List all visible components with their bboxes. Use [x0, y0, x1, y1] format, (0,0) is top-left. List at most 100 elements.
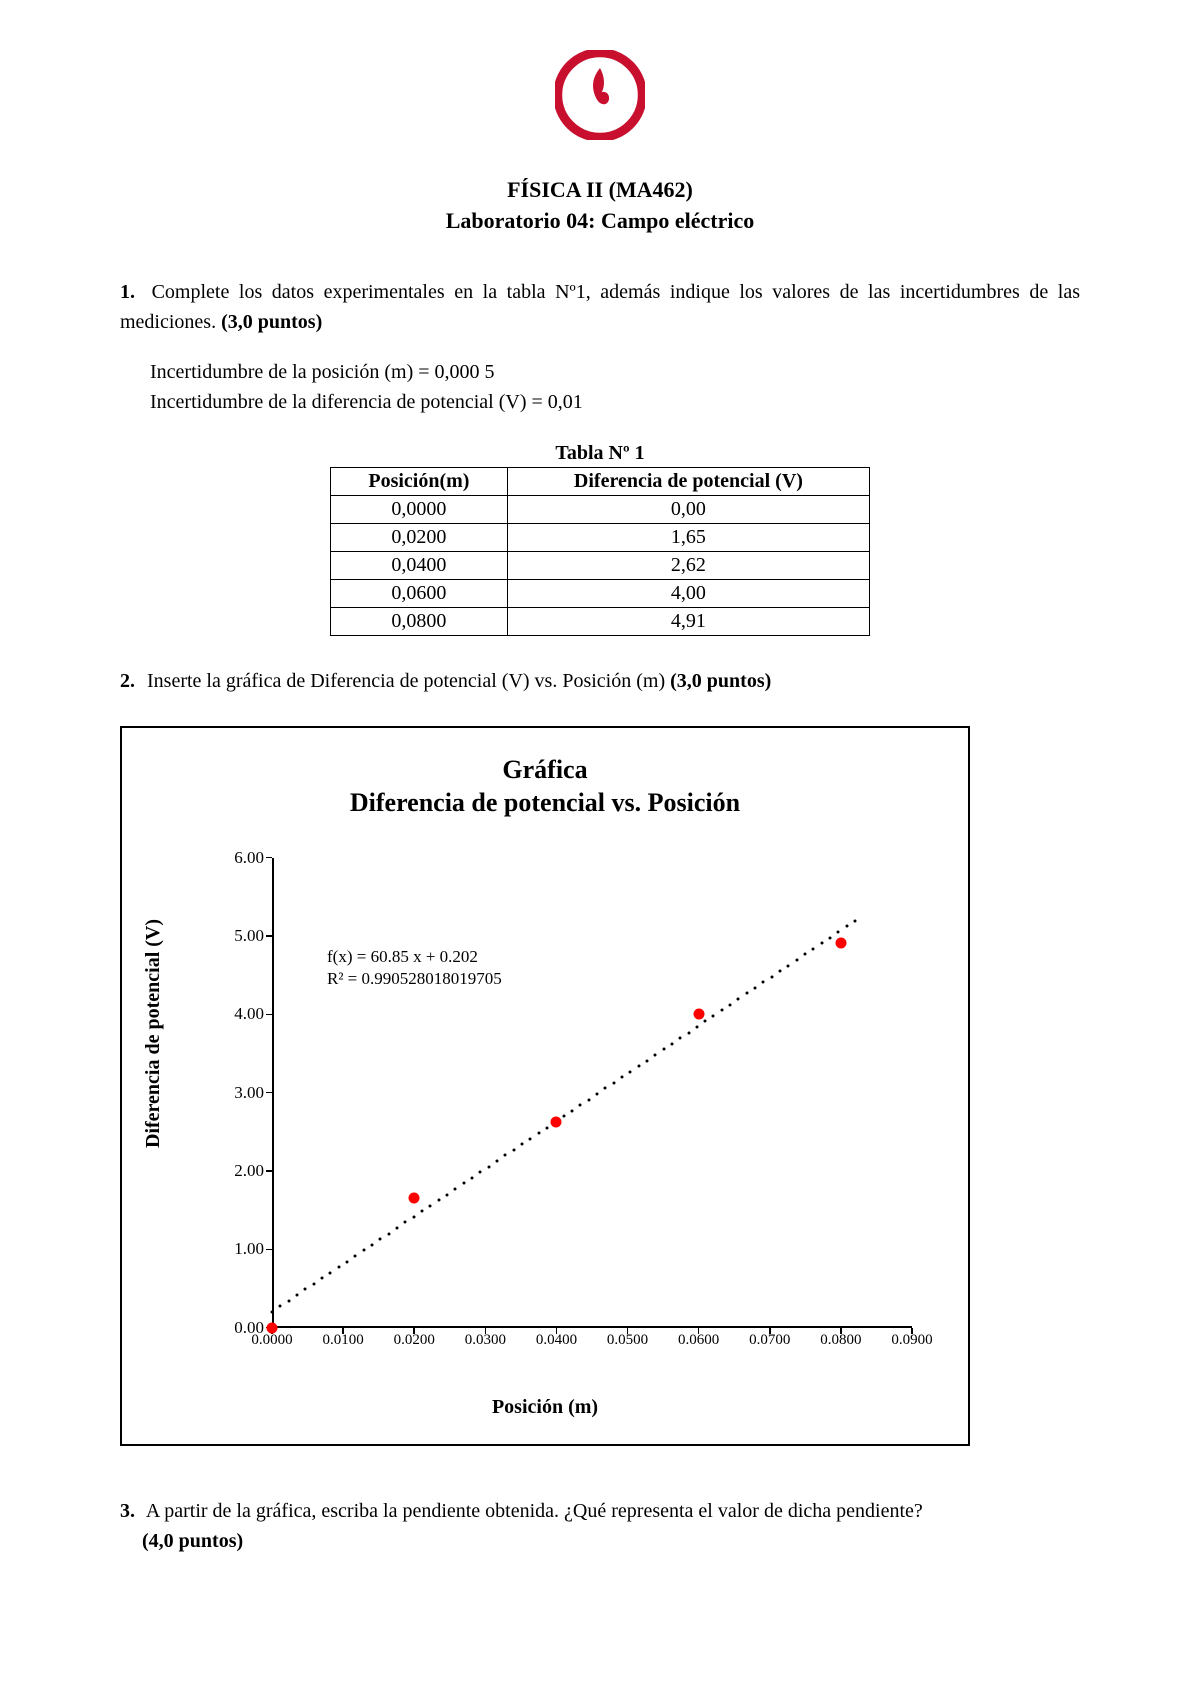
plot-area: f(x) = 60.85 x + 0.202 R² = 0.9905280180… [272, 858, 912, 1328]
y-tick-mark [266, 857, 272, 859]
trendline-dot [379, 1238, 382, 1241]
trendline-dot [812, 947, 815, 950]
col-header-position: Posición(m) [331, 467, 508, 495]
trendline-dot [345, 1260, 348, 1263]
uncertainty-potential: Incertidumbre de la diferencia de potenc… [150, 387, 1080, 417]
data-table: Posición(m) Diferencia de potencial (V) … [330, 467, 870, 636]
question-1: 1. Complete los datos experimentales en … [120, 277, 1080, 337]
trendline-dot [304, 1288, 307, 1291]
y-tick-mark [266, 935, 272, 937]
table-body: 0,00000,000,02001,650,04002,620,06004,00… [331, 495, 870, 635]
table-row: 0,00000,00 [331, 495, 870, 523]
q1-number: 1. [120, 277, 142, 307]
x-tick-mark [627, 1328, 629, 1334]
data-point [693, 1009, 704, 1020]
q3-number: 3. [120, 1496, 142, 1526]
trendline-dot [512, 1148, 515, 1151]
trendline-dot [570, 1109, 573, 1112]
trendline-dot [754, 986, 757, 989]
table-cell: 4,91 [507, 607, 869, 635]
table-cell: 0,00 [507, 495, 869, 523]
trendline-dot [712, 1014, 715, 1017]
q2-text: Inserte la gráfica de Diferencia de pote… [147, 670, 670, 692]
y-tick-mark [266, 1014, 272, 1016]
header-line1: FÍSICA II (MA462) [120, 175, 1080, 206]
trendline-dot [629, 1070, 632, 1073]
trendline-dot [845, 925, 848, 928]
chart-title: Gráfica Diferencia de potencial vs. Posi… [122, 728, 968, 821]
logo-container [120, 40, 1080, 175]
trendline-dot [454, 1187, 457, 1190]
uncertainty-position: Incertidumbre de la posición (m) = 0,000… [150, 357, 1080, 387]
x-tick-mark [698, 1328, 700, 1334]
data-point [267, 1322, 278, 1333]
x-axis-line [272, 1326, 912, 1328]
trendline-dot [795, 958, 798, 961]
trendline-dot [370, 1243, 373, 1246]
x-tick-mark [840, 1328, 842, 1334]
table-row: 0,02001,65 [331, 523, 870, 551]
trendline-dot [770, 975, 773, 978]
trendline-dot [537, 1132, 540, 1135]
trendline-dot [579, 1104, 582, 1107]
trendline-dot [271, 1310, 274, 1313]
trendline-dot [670, 1042, 673, 1045]
table-caption: Tabla Nº 1 [330, 442, 870, 465]
trendline-dot [620, 1076, 623, 1079]
trendline-dot [387, 1232, 390, 1235]
trendline-dot [662, 1048, 665, 1051]
data-point [409, 1193, 420, 1204]
col-header-potential: Diferencia de potencial (V) [507, 467, 869, 495]
trendline-dot [404, 1221, 407, 1224]
fit-equation: f(x) = 60.85 x + 0.202 [327, 946, 502, 968]
trendline-dot [520, 1143, 523, 1146]
trendline-dot [837, 931, 840, 934]
trendline-dot [437, 1199, 440, 1202]
table-cell: 0,0200 [331, 523, 508, 551]
q2-points: (3,0 puntos) [670, 670, 771, 692]
trendline-dot [720, 1009, 723, 1012]
y-axis-line [272, 858, 274, 1328]
x-tick-mark [413, 1328, 415, 1334]
trendline-dot [429, 1204, 432, 1207]
trendline-dot [504, 1154, 507, 1157]
header-line2: Laboratorio 04: Campo eléctrico [120, 206, 1080, 237]
document-page: FÍSICA II (MA462) Laboratorio 04: Campo … [0, 0, 1200, 1656]
trendline-dot [804, 953, 807, 956]
x-tick-mark [769, 1328, 771, 1334]
trendline-dot [595, 1093, 598, 1096]
y-axis-label: Diferencia de potencial (V) [142, 919, 165, 1148]
q3-text: A partir de la gráfica, escriba la pendi… [146, 1500, 923, 1522]
trendline-dot [329, 1271, 332, 1274]
table-cell: 0,0400 [331, 551, 508, 579]
trendline-dot [654, 1053, 657, 1056]
trendline-dot [745, 992, 748, 995]
trendline-dot [337, 1266, 340, 1269]
trendline-dot [529, 1137, 532, 1140]
y-tick-mark [266, 1170, 272, 1172]
trendline-dot [487, 1165, 490, 1168]
trendline-dot [645, 1059, 648, 1062]
upc-logo-icon [555, 50, 645, 145]
trendline-dot [545, 1126, 548, 1129]
q3-points: (4,0 puntos) [142, 1530, 243, 1552]
trendline-dot [729, 1003, 732, 1006]
trendline-dot [412, 1215, 415, 1218]
data-point [551, 1117, 562, 1128]
trendline-dot [420, 1210, 423, 1213]
chart-title-line1: Gráfica [122, 753, 968, 787]
trendline-dot [779, 970, 782, 973]
table-1-container: Tabla Nº 1 Posición(m) Diferencia de pot… [330, 442, 870, 636]
data-point [835, 937, 846, 948]
trendline-dot [295, 1294, 298, 1297]
x-axis-label: Posición (m) [122, 1396, 968, 1419]
question-3: 3. A partir de la gráfica, escriba la pe… [120, 1496, 1080, 1556]
uncertainty-block: Incertidumbre de la posición (m) = 0,000… [120, 357, 1080, 417]
q1-points: (3,0 puntos) [221, 311, 322, 333]
trendline-dot [279, 1305, 282, 1308]
trendline-dot [737, 998, 740, 1001]
trendline-dot [612, 1081, 615, 1084]
trendline-dot [395, 1227, 398, 1230]
question-2: 2. Inserte la gráfica de Diferencia de p… [120, 666, 1080, 696]
trendline-dot [854, 919, 857, 922]
